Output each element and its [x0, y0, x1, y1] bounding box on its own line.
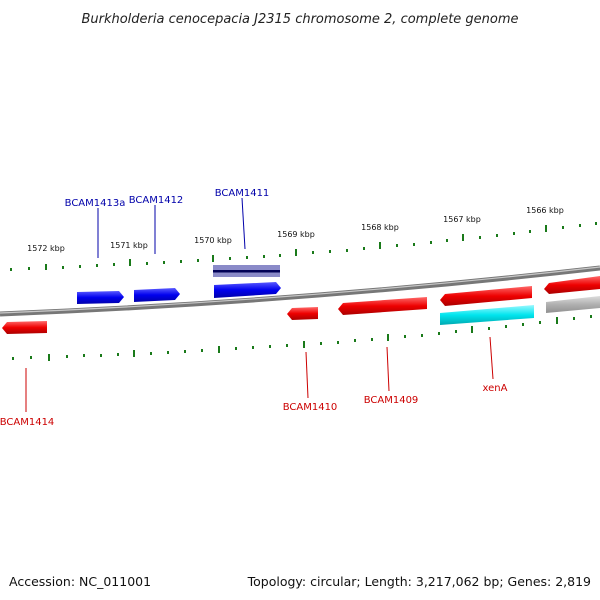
gene-bcam1411-pseudo-stripe: [213, 270, 280, 273]
forward-genes: [77, 265, 281, 304]
outer-scale-ticks: [10, 222, 597, 271]
gene-partial-right[interactable]: [544, 276, 600, 294]
gene-bcam1411[interactable]: [214, 282, 281, 298]
gene-label-bcam1411[interactable]: BCAM1411: [215, 188, 270, 199]
scale-label: 1572 kbp: [27, 244, 65, 253]
gene-label-bcam1409[interactable]: BCAM1409: [364, 395, 419, 406]
gene-bcam1414[interactable]: [2, 321, 47, 334]
gene-label-bcam1413a[interactable]: BCAM1413a: [65, 198, 126, 209]
label-connectors: [25, 197, 494, 412]
gene-label-bcam1414[interactable]: BCAM1414: [0, 417, 54, 428]
gene-xena-forward-track[interactable]: [440, 286, 532, 306]
scale-label: 1571 kbp: [110, 241, 148, 250]
map-title: Burkholderia cenocepacia J2315 chromosom…: [81, 12, 518, 27]
gene-xena[interactable]: [440, 305, 534, 325]
gene-labels: BCAM1413a BCAM1412 BCAM1411 BCAM1414 BCA…: [0, 188, 508, 428]
gene-bcam1413a[interactable]: [77, 291, 124, 304]
reverse-genes: [2, 276, 600, 334]
gene-bcam1409[interactable]: [338, 297, 427, 315]
scale-label: 1566 kbp: [526, 206, 564, 215]
gene-label-bcam1412[interactable]: BCAM1412: [129, 195, 184, 206]
accession-text: Accession: NC_011001: [9, 574, 151, 589]
genome-summary-text: Topology: circular; Length: 3,217,062 bp…: [247, 574, 591, 589]
gene-bcam1410[interactable]: [287, 307, 318, 320]
gene-label-bcam1410[interactable]: BCAM1410: [283, 402, 338, 413]
gene-pseudo-right: [546, 296, 600, 313]
gene-label-xena[interactable]: xenA: [483, 383, 508, 394]
inner-scale-ticks: [12, 315, 592, 361]
scale-label: 1569 kbp: [277, 230, 315, 239]
chromosome-backbone-highlight: [0, 266, 600, 314]
scale-label: 1567 kbp: [443, 215, 481, 224]
scale-label: 1568 kbp: [361, 223, 399, 232]
scale-labels: 1572 kbp 1571 kbp 1570 kbp 1569 kbp 1568…: [27, 206, 564, 253]
gene-bcam1412[interactable]: [134, 288, 180, 302]
chromosome-backbone: [0, 265, 600, 317]
scale-label: 1570 kbp: [194, 236, 232, 245]
